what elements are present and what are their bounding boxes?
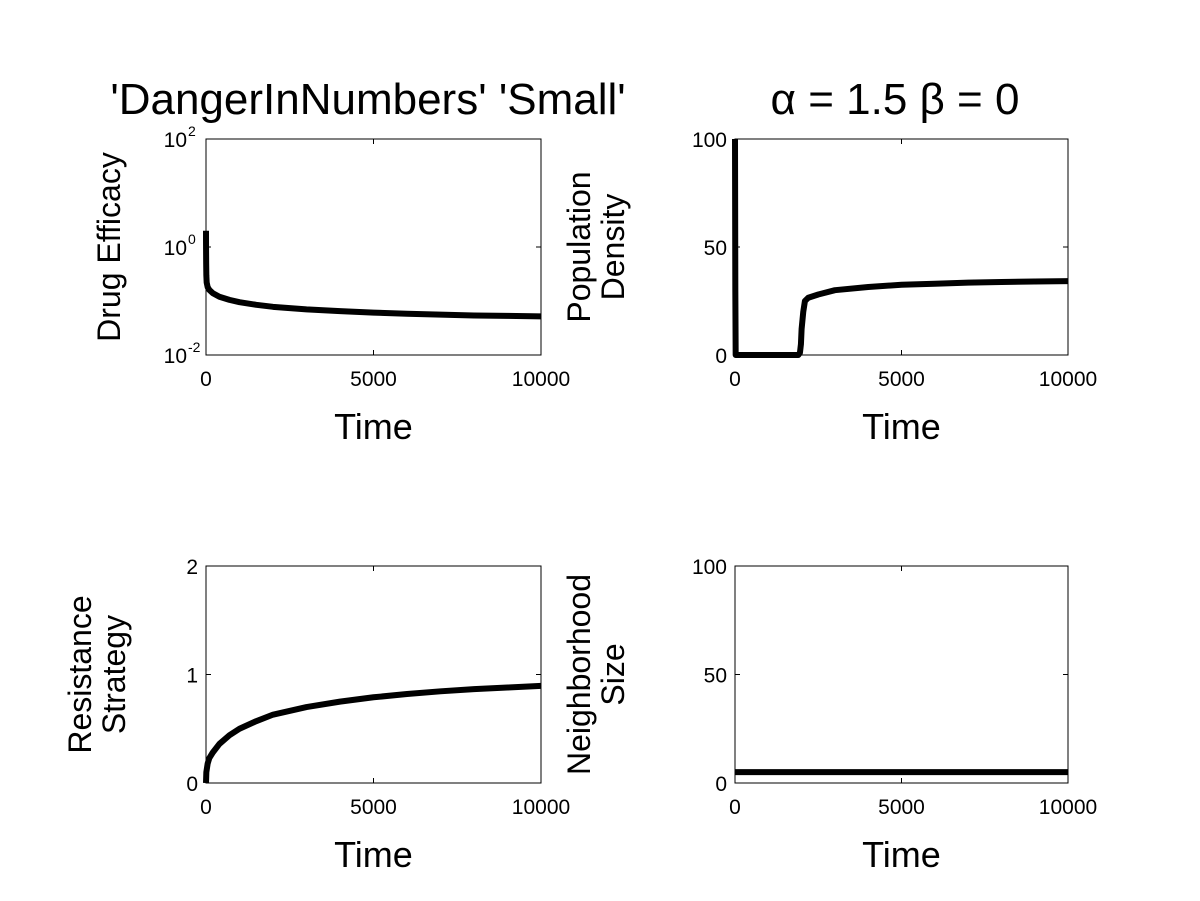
y-tick-label: 10 [164, 345, 187, 368]
figure-title-right: α = 1.5 β = 0 [771, 75, 1020, 124]
y-tick-exponent: 0 [188, 231, 196, 247]
x-tick-label: 5000 [350, 368, 397, 391]
x-tick-label: 10000 [512, 368, 570, 391]
x-tick-label: 5000 [350, 796, 397, 819]
y-axis-label: Neighborhood [561, 574, 597, 775]
x-tick-label: 0 [729, 368, 741, 391]
axes-box [734, 138, 1069, 356]
x-tick-label: 5000 [878, 796, 925, 819]
y-axis-label: Drug Efficacy [91, 152, 127, 342]
y-tick-label: 0 [186, 773, 198, 796]
x-axis-label: Time [334, 406, 413, 447]
x-tick-label: 10000 [1039, 368, 1097, 391]
y-tick-label: 0 [715, 773, 727, 796]
x-tick-label: 5000 [878, 368, 925, 391]
y-axis-label: Population [561, 171, 597, 322]
y-axis-label: Resistance [62, 595, 98, 753]
x-tick-label: 0 [200, 796, 212, 819]
y-tick-label: 2 [186, 556, 198, 579]
y-axis-label: Density [595, 194, 631, 301]
series-line [732, 138, 1069, 358]
x-axis-label: Time [862, 834, 941, 875]
axes-box [205, 138, 542, 356]
x-axis-label: Time [862, 406, 941, 447]
y-tick-label: 50 [704, 665, 727, 688]
series-line [203, 682, 542, 784]
series-line [203, 230, 542, 320]
axes-box [734, 565, 1069, 784]
x-tick-label: 0 [729, 796, 741, 819]
y-tick-label: 100 [692, 556, 727, 579]
y-axis-label: Size [595, 643, 631, 705]
y-tick-label: 10 [164, 237, 187, 260]
x-axis-label: Time [334, 834, 413, 875]
figure-title-left: 'DangerInNumbers' 'Small' [110, 75, 625, 124]
y-tick-label: 50 [704, 237, 727, 260]
y-tick-label: 1 [186, 665, 198, 688]
x-tick-label: 0 [200, 368, 212, 391]
axes-box [205, 565, 542, 784]
y-tick-exponent: -2 [188, 339, 201, 355]
y-tick-label: 100 [692, 129, 727, 152]
y-tick-exponent: 2 [188, 123, 196, 139]
x-tick-label: 10000 [512, 796, 570, 819]
y-axis-label: Strategy [96, 615, 132, 734]
y-tick-label: 0 [715, 345, 727, 368]
x-tick-label: 10000 [1039, 796, 1097, 819]
y-tick-label: 10 [164, 129, 187, 152]
